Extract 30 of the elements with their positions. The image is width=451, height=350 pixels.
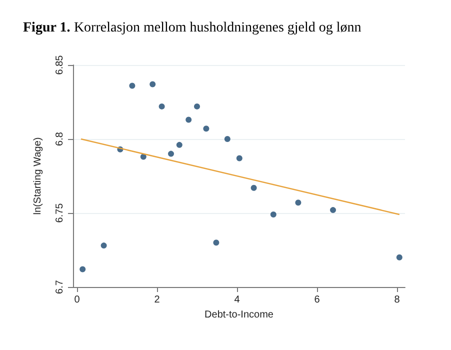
point — [100, 242, 107, 249]
point — [194, 103, 200, 110]
point — [158, 103, 165, 110]
y-tick-label: 6.75 — [54, 202, 66, 223]
point — [80, 266, 86, 272]
point — [250, 184, 257, 191]
point — [224, 136, 230, 142]
x-tick-label: 8 — [394, 294, 400, 306]
x-tick-label: 6 — [314, 294, 320, 306]
y-tick-label: 6.8 — [54, 132, 66, 146]
point — [213, 240, 220, 246]
point — [236, 155, 242, 162]
point — [295, 200, 302, 206]
x-tick-label: 4 — [234, 294, 240, 306]
y-tick-label: 6.85 — [54, 54, 66, 75]
x-tick-label: 0 — [74, 294, 80, 306]
point — [270, 211, 276, 218]
y-axis-title: ln(Starting Wage) — [32, 137, 44, 215]
point — [150, 81, 156, 88]
point — [396, 254, 402, 260]
point — [203, 126, 210, 132]
point — [168, 150, 174, 157]
y-tick-label: 6.7 — [54, 280, 66, 294]
point — [330, 207, 336, 214]
x-axis-title: Debt-to-Income — [204, 309, 274, 320]
point — [176, 142, 182, 148]
point — [186, 116, 192, 123]
x-tick-label: 2 — [154, 294, 160, 306]
chart-title: Figur 1. Korrelasjon mellom husholdningenes gjeld og lønn — [23, 20, 362, 36]
point — [129, 82, 136, 89]
